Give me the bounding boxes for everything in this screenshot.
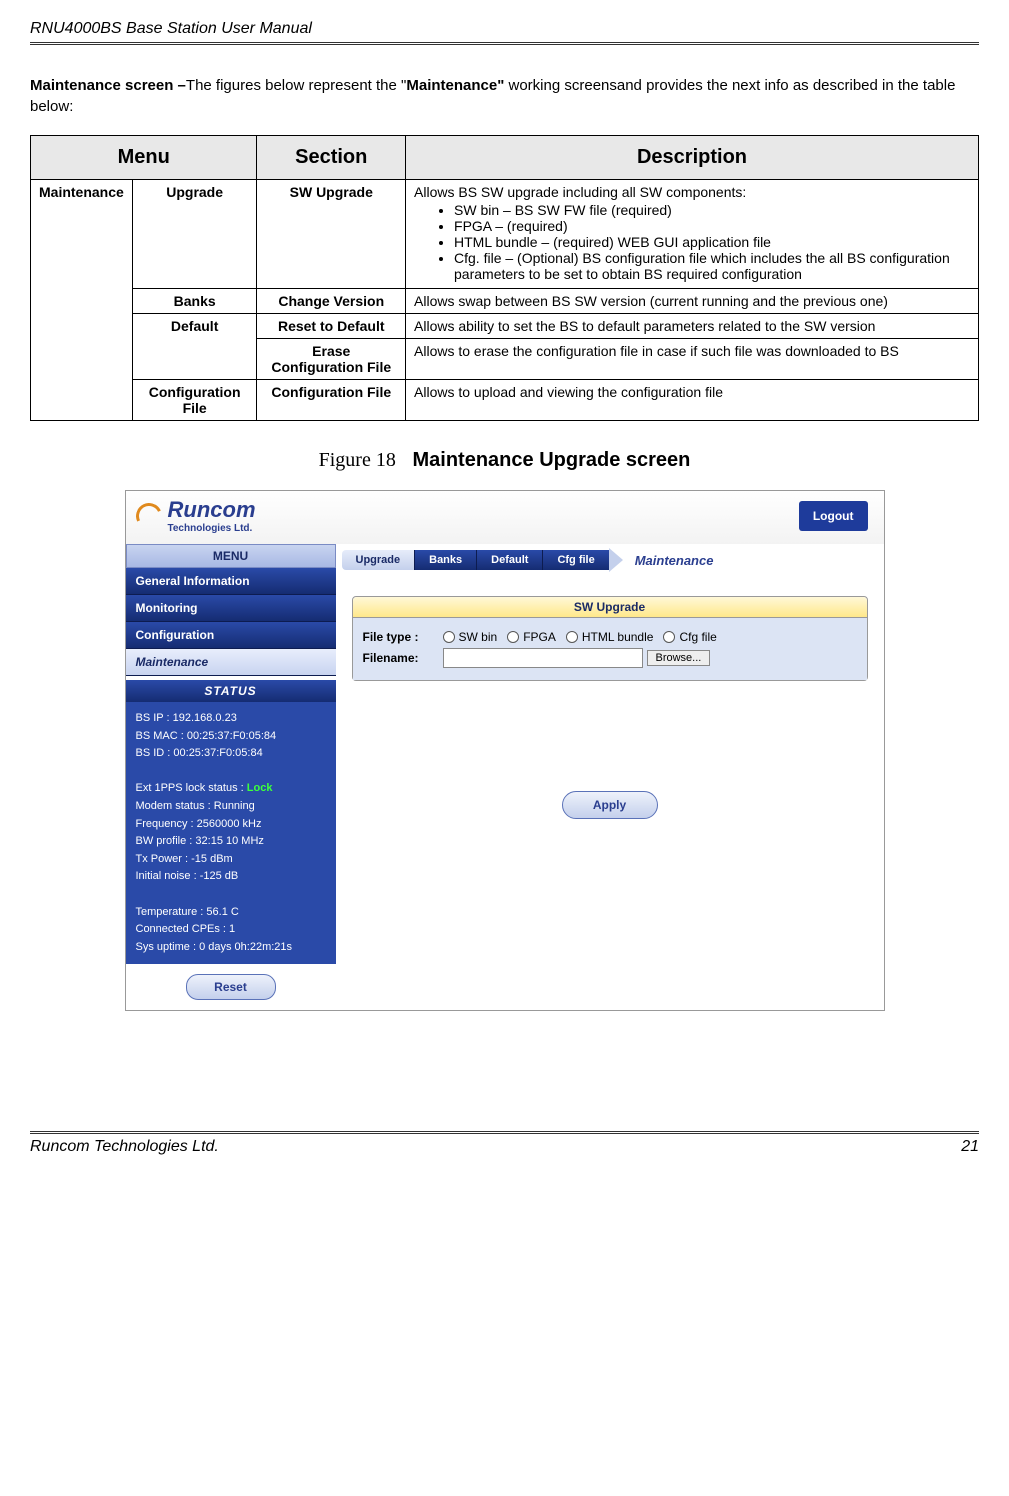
intro-prefix: Maintenance screen –: [30, 77, 186, 94]
logo: Runcom Technologies Ltd.: [136, 497, 256, 534]
desc-lead: Allows BS SW upgrade including all SW co…: [414, 184, 746, 200]
filename-row: Filename: Browse...: [363, 648, 857, 668]
doc-header: RNU4000BS Base Station User Manual: [30, 20, 979, 45]
status-line: BS MAC : 00:25:37:F0:05:84: [136, 728, 326, 746]
radio-sw-bin[interactable]: SW bin: [443, 630, 498, 644]
sidebar-item-maintenance[interactable]: Maintenance: [126, 649, 336, 676]
bullet: FPGA – (required): [454, 218, 970, 234]
tab-default[interactable]: Default: [477, 550, 543, 570]
app-header: Runcom Technologies Ltd. Logout: [126, 491, 884, 544]
footer-company: Runcom Technologies Ltd.: [30, 1138, 219, 1156]
status-line: BS IP : 192.168.0.23: [136, 710, 326, 728]
desc-bullets: SW bin – BS SW FW file (required) FPGA –…: [414, 202, 970, 282]
th-section: Section: [257, 136, 406, 180]
radio-icon: [507, 631, 519, 643]
intro-bold: Maintenance": [406, 77, 504, 94]
logo-subtext: Technologies Ltd.: [168, 523, 256, 534]
radio-cfg-file[interactable]: Cfg file: [663, 630, 716, 644]
cell-desc-config-file: Allows to upload and viewing the configu…: [406, 380, 979, 421]
th-menu: Menu: [31, 136, 257, 180]
apply-button[interactable]: Apply: [562, 791, 658, 819]
panel-title: SW Upgrade: [353, 597, 867, 618]
filename-label: Filename:: [363, 651, 433, 665]
figure-number: Figure 18: [319, 449, 396, 471]
status-line: BW profile : 32:15 10 MHz: [136, 833, 326, 851]
status-line: Frequency : 2560000 kHz: [136, 816, 326, 834]
cell-sub-upgrade: Upgrade: [132, 180, 257, 289]
cell-menu: Maintenance: [31, 180, 133, 421]
menu-header: MENU: [126, 544, 336, 568]
tab-cfg-file[interactable]: Cfg file: [543, 550, 609, 570]
file-type-row: File type : SW bin FPGA HTML bundle Cfg …: [363, 630, 857, 644]
sw-upgrade-panel: SW Upgrade File type : SW bin FPGA HTML …: [352, 596, 868, 681]
page-footer: Runcom Technologies Ltd. 21: [30, 1131, 979, 1156]
radio-fpga[interactable]: FPGA: [507, 630, 556, 644]
sidebar: MENU General Information Monitoring Conf…: [126, 544, 336, 1010]
status-line: Initial noise : -125 dB: [136, 868, 326, 886]
status-line: Connected CPEs : 1: [136, 921, 326, 939]
footer-page-number: 21: [961, 1138, 979, 1156]
sidebar-item-monitoring[interactable]: Monitoring: [126, 595, 336, 622]
logo-icon: [132, 499, 165, 532]
cell-desc-upgrade: Allows BS SW upgrade including all SW co…: [406, 180, 979, 289]
cell-section-reset-default: Reset to Default: [257, 314, 406, 339]
sidebar-item-configuration[interactable]: Configuration: [126, 622, 336, 649]
lock-status: Lock: [247, 782, 273, 794]
breadcrumb-current: Maintenance: [635, 553, 714, 568]
bullet: HTML bundle – (required) WEB GUI applica…: [454, 234, 970, 250]
tab-upgrade[interactable]: Upgrade: [342, 550, 416, 570]
maintenance-table: Menu Section Description Maintenance Upg…: [30, 135, 979, 421]
radio-icon: [566, 631, 578, 643]
radio-icon: [443, 631, 455, 643]
th-description: Description: [406, 136, 979, 180]
status-line: Modem status : Running: [136, 798, 326, 816]
radio-html-bundle[interactable]: HTML bundle: [566, 630, 654, 644]
status-line: Ext 1PPS lock status : Lock: [136, 780, 326, 798]
cell-desc-banks: Allows swap between BS SW version (curre…: [406, 289, 979, 314]
cell-section-erase-config: Erase Configuration File: [257, 339, 406, 380]
cell-section-config-file: Configuration File: [257, 380, 406, 421]
browse-button[interactable]: Browse...: [647, 650, 711, 666]
bullet: Cfg. file – (Optional) BS configuration …: [454, 250, 970, 282]
reset-button[interactable]: Reset: [186, 974, 276, 1000]
tab-banks[interactable]: Banks: [415, 550, 477, 570]
status-panel: BS IP : 192.168.0.23 BS MAC : 00:25:37:F…: [126, 702, 336, 964]
radio-icon: [663, 631, 675, 643]
file-type-label: File type :: [363, 630, 433, 644]
status-line: BS ID : 00:25:37:F0:05:84: [136, 745, 326, 763]
screenshot: Runcom Technologies Ltd. Logout MENU Gen…: [125, 490, 885, 1011]
sidebar-item-general[interactable]: General Information: [126, 568, 336, 595]
cell-section-sw-upgrade: SW Upgrade: [257, 180, 406, 289]
filename-input[interactable]: [443, 648, 643, 668]
intro-body: The figures below represent the ": [186, 77, 406, 94]
logo-text: Runcom: [168, 497, 256, 523]
cell-sub-default: Default: [132, 314, 257, 380]
tabs-row: Upgrade Banks Default Cfg file Maintenan…: [336, 544, 884, 576]
cell-section-change-version: Change Version: [257, 289, 406, 314]
status-line: Temperature : 56.1 C: [136, 904, 326, 922]
figure-caption: Figure 18 Maintenance Upgrade screen: [30, 449, 979, 472]
status-line: Tx Power : -15 dBm: [136, 851, 326, 869]
main-content: Upgrade Banks Default Cfg file Maintenan…: [336, 544, 884, 1010]
arrow-icon: [609, 548, 623, 572]
intro-text: Maintenance screen –The figures below re…: [30, 75, 979, 117]
bullet: SW bin – BS SW FW file (required): [454, 202, 970, 218]
cell-sub-config-file: Configuration File: [132, 380, 257, 421]
cell-sub-banks: Banks: [132, 289, 257, 314]
cell-desc-erase-config: Allows to erase the configuration file i…: [406, 339, 979, 380]
status-line: Sys uptime : 0 days 0h:22m:21s: [136, 939, 326, 957]
logout-button[interactable]: Logout: [799, 501, 868, 531]
figure-title: Maintenance Upgrade screen: [413, 449, 691, 471]
cell-desc-reset-default: Allows ability to set the BS to default …: [406, 314, 979, 339]
status-header: STATUS: [126, 680, 336, 702]
